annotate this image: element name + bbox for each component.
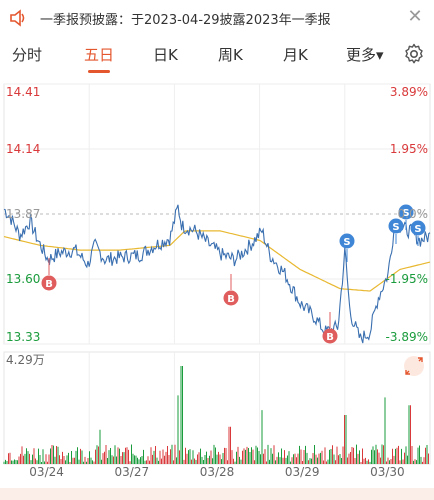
buy-marker[interactable]: B xyxy=(322,312,338,344)
volume-max-label: 4.29万 xyxy=(6,353,45,367)
speaker-icon xyxy=(10,9,25,27)
marker-badge xyxy=(41,275,57,291)
marker-badge xyxy=(410,220,426,236)
tab-weekly-k[interactable]: 周K xyxy=(218,46,243,64)
y-tick-right: 1.95% xyxy=(390,142,428,156)
close-icon[interactable]: ✕ xyxy=(407,6,423,27)
active-tab-indicator xyxy=(88,70,110,73)
marker-badge xyxy=(339,233,355,249)
tab-monthly-k[interactable]: 月K xyxy=(283,46,308,64)
volume-plot-frame xyxy=(3,351,431,465)
tab-fenshi[interactable]: 分时 xyxy=(12,46,43,64)
y-tick-left: 14.41 xyxy=(6,85,40,99)
y-tick-left: 14.14 xyxy=(6,142,40,156)
y-tick-left: 13.60 xyxy=(6,272,40,286)
marker-badge xyxy=(322,328,338,344)
marker-label: B xyxy=(45,279,53,290)
y-tick-right: 0.0% xyxy=(398,207,429,221)
expand-icon[interactable] xyxy=(404,356,424,376)
chart-period-tabs: 分时 五日 日K 周K 月K 更多▾ xyxy=(0,36,434,76)
y-tick-right: -3.89% xyxy=(386,330,428,344)
notice-bar[interactable]: 一季报预披露：于2023-04-29披露2023年一季报 ✕ xyxy=(0,0,434,36)
notice-text: 一季报预披露：于2023-04-29披露2023年一季报 xyxy=(40,13,331,28)
tab-five-day[interactable]: 五日 xyxy=(84,46,115,64)
y-tick-right: 3.89% xyxy=(390,85,428,99)
marker-badge xyxy=(398,204,414,220)
tab-daily-k[interactable]: 日K xyxy=(153,46,178,64)
gear-icon[interactable] xyxy=(402,42,426,66)
y-tick-left: 13.87 xyxy=(6,207,40,221)
price-line xyxy=(3,204,431,344)
marker-badge xyxy=(388,218,404,234)
y-tick-right: -1.95% xyxy=(386,272,428,286)
y-tick-left: 13.33 xyxy=(6,330,40,344)
x-tick-label: 03/27 xyxy=(115,465,150,479)
buy-marker[interactable]: B xyxy=(41,258,57,291)
sell-marker[interactable]: S xyxy=(398,204,414,231)
x-tick-label: 03/28 xyxy=(200,465,235,479)
marker-label: B xyxy=(326,332,334,343)
sell-marker[interactable]: S xyxy=(388,218,404,245)
marker-label: S xyxy=(392,222,399,233)
x-tick-label: 03/29 xyxy=(285,465,320,479)
marker-label: B xyxy=(227,294,235,305)
marker-label: S xyxy=(402,208,409,219)
x-tick-label: 03/30 xyxy=(370,465,405,479)
marker-badge xyxy=(223,290,239,306)
marker-label: S xyxy=(414,224,421,235)
tab-more[interactable]: 更多▾ xyxy=(346,46,384,64)
marker-label: S xyxy=(343,237,350,248)
x-tick-label: 03/24 xyxy=(29,465,64,479)
sell-marker[interactable]: S xyxy=(410,220,426,247)
footer-strip xyxy=(0,488,434,500)
sell-marker[interactable]: S xyxy=(339,233,355,263)
buy-marker[interactable]: B xyxy=(223,274,239,306)
average-price-line xyxy=(3,230,431,292)
